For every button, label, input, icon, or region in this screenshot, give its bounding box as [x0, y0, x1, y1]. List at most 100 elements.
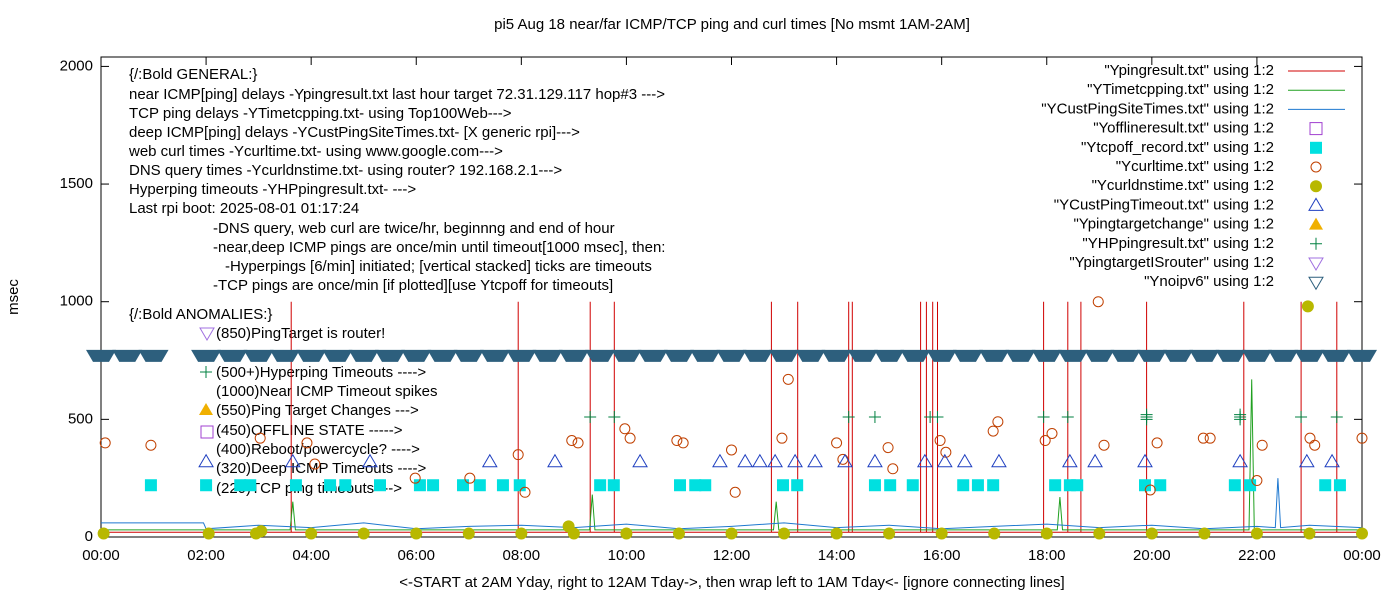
x-tick-label: 02:00 — [187, 547, 225, 564]
data-point — [1037, 411, 1050, 423]
annotation: (450)OFFLINE STATE -----> — [216, 422, 403, 439]
data-point — [1098, 439, 1110, 451]
data-point — [348, 349, 379, 362]
data-point — [473, 479, 486, 492]
annotation: Hyperping timeouts -YHPpingresult.txt- -… — [129, 181, 416, 198]
data-point — [301, 437, 313, 449]
key-symbol — [199, 327, 215, 341]
data-point — [795, 349, 826, 362]
data-point — [847, 349, 878, 362]
data-point — [1046, 427, 1058, 439]
data-point — [1197, 432, 1209, 444]
data-point — [778, 527, 791, 540]
data-point — [1330, 411, 1343, 423]
data-point — [752, 453, 768, 468]
data-point — [716, 349, 747, 362]
data-point — [987, 425, 999, 437]
annotation: web curl times -Ycurltime.txt- using www… — [128, 143, 503, 160]
data-point — [200, 479, 213, 492]
data-point — [906, 479, 919, 492]
annotation: deep ICMP[ping] delays -YCustPingSiteTim… — [129, 124, 580, 141]
data-point — [782, 373, 794, 385]
data-point — [198, 453, 214, 468]
data-point — [1256, 439, 1268, 451]
data-point — [1301, 300, 1314, 313]
data-point — [1333, 479, 1346, 492]
data-point — [971, 479, 984, 492]
data-point — [202, 527, 215, 540]
annotation: -TCP pings are once/min [if plotted][use… — [213, 277, 613, 294]
data-point — [1232, 453, 1248, 468]
legend-swatch — [1310, 141, 1322, 154]
data-point — [567, 527, 580, 540]
x-axis-label: <-START at 2AM Yday, right to 12AM Tday-… — [399, 574, 1064, 591]
data-point — [1093, 527, 1106, 540]
data-point — [663, 349, 694, 362]
data-point — [1204, 432, 1216, 444]
data-point — [1356, 432, 1368, 444]
data-point — [513, 479, 526, 492]
data-point — [1251, 475, 1263, 487]
data-point — [1163, 349, 1194, 362]
data-point — [988, 527, 1001, 540]
data-point — [401, 349, 432, 362]
data-point — [566, 435, 578, 447]
data-point — [532, 349, 563, 362]
data-point — [991, 453, 1007, 468]
x-tick-label: 10:00 — [608, 547, 646, 564]
data-point — [1198, 527, 1211, 540]
x-tick-label: 00:00 — [1343, 547, 1381, 564]
data-point — [496, 479, 509, 492]
data-point — [305, 527, 318, 540]
data-point — [413, 479, 426, 492]
data-point — [289, 479, 302, 492]
data-point — [689, 479, 702, 492]
y-tick-label: 1000 — [60, 293, 93, 310]
data-point — [952, 349, 983, 362]
data-point — [729, 486, 741, 498]
y-tick-label: 2000 — [60, 57, 93, 74]
data-point — [144, 479, 157, 492]
data-point — [608, 411, 621, 423]
data-point — [584, 411, 597, 423]
data-point — [324, 479, 337, 492]
x-tick-label: 18:00 — [1028, 547, 1066, 564]
x-tick-label: 06:00 — [397, 547, 435, 564]
data-point — [145, 439, 157, 451]
data-point — [322, 349, 353, 362]
key-symbol — [200, 366, 212, 378]
annotation: (550)Ping Target Changes ---> — [216, 402, 419, 419]
data-point — [453, 349, 484, 362]
data-point — [99, 437, 111, 449]
data-point — [842, 411, 855, 423]
data-point — [887, 463, 899, 475]
legend-swatch — [1310, 237, 1322, 250]
data-point — [1234, 408, 1247, 421]
data-point — [884, 479, 897, 492]
data-point — [374, 349, 405, 362]
data-point — [373, 479, 386, 492]
data-point — [671, 435, 683, 447]
data-point — [776, 432, 788, 444]
data-point — [512, 449, 524, 461]
data-point — [1154, 479, 1167, 492]
legend-swatch — [1310, 161, 1322, 173]
data-point — [699, 479, 712, 492]
annotation: DNS query times -Ycurldnstime.txt- using… — [129, 162, 562, 179]
data-point — [506, 349, 537, 362]
legend-label: "Ynoipv6" using 1:2 — [1144, 273, 1274, 290]
data-point — [607, 479, 620, 492]
data-point — [619, 423, 631, 435]
data-point — [620, 527, 633, 540]
data-point — [1145, 527, 1158, 540]
x-tick-label: 00:00 — [82, 547, 120, 564]
data-point — [1241, 349, 1272, 362]
data-point — [1303, 527, 1316, 540]
data-point — [1136, 349, 1167, 362]
x-tick-label: 08:00 — [503, 547, 541, 564]
data-point — [987, 479, 1000, 492]
annotation: near ICMP[ping] delays -Ypingresult.txt … — [129, 86, 665, 103]
data-point — [979, 349, 1010, 362]
y-axis-label: msec — [5, 279, 22, 315]
legend-swatch — [1308, 257, 1324, 271]
